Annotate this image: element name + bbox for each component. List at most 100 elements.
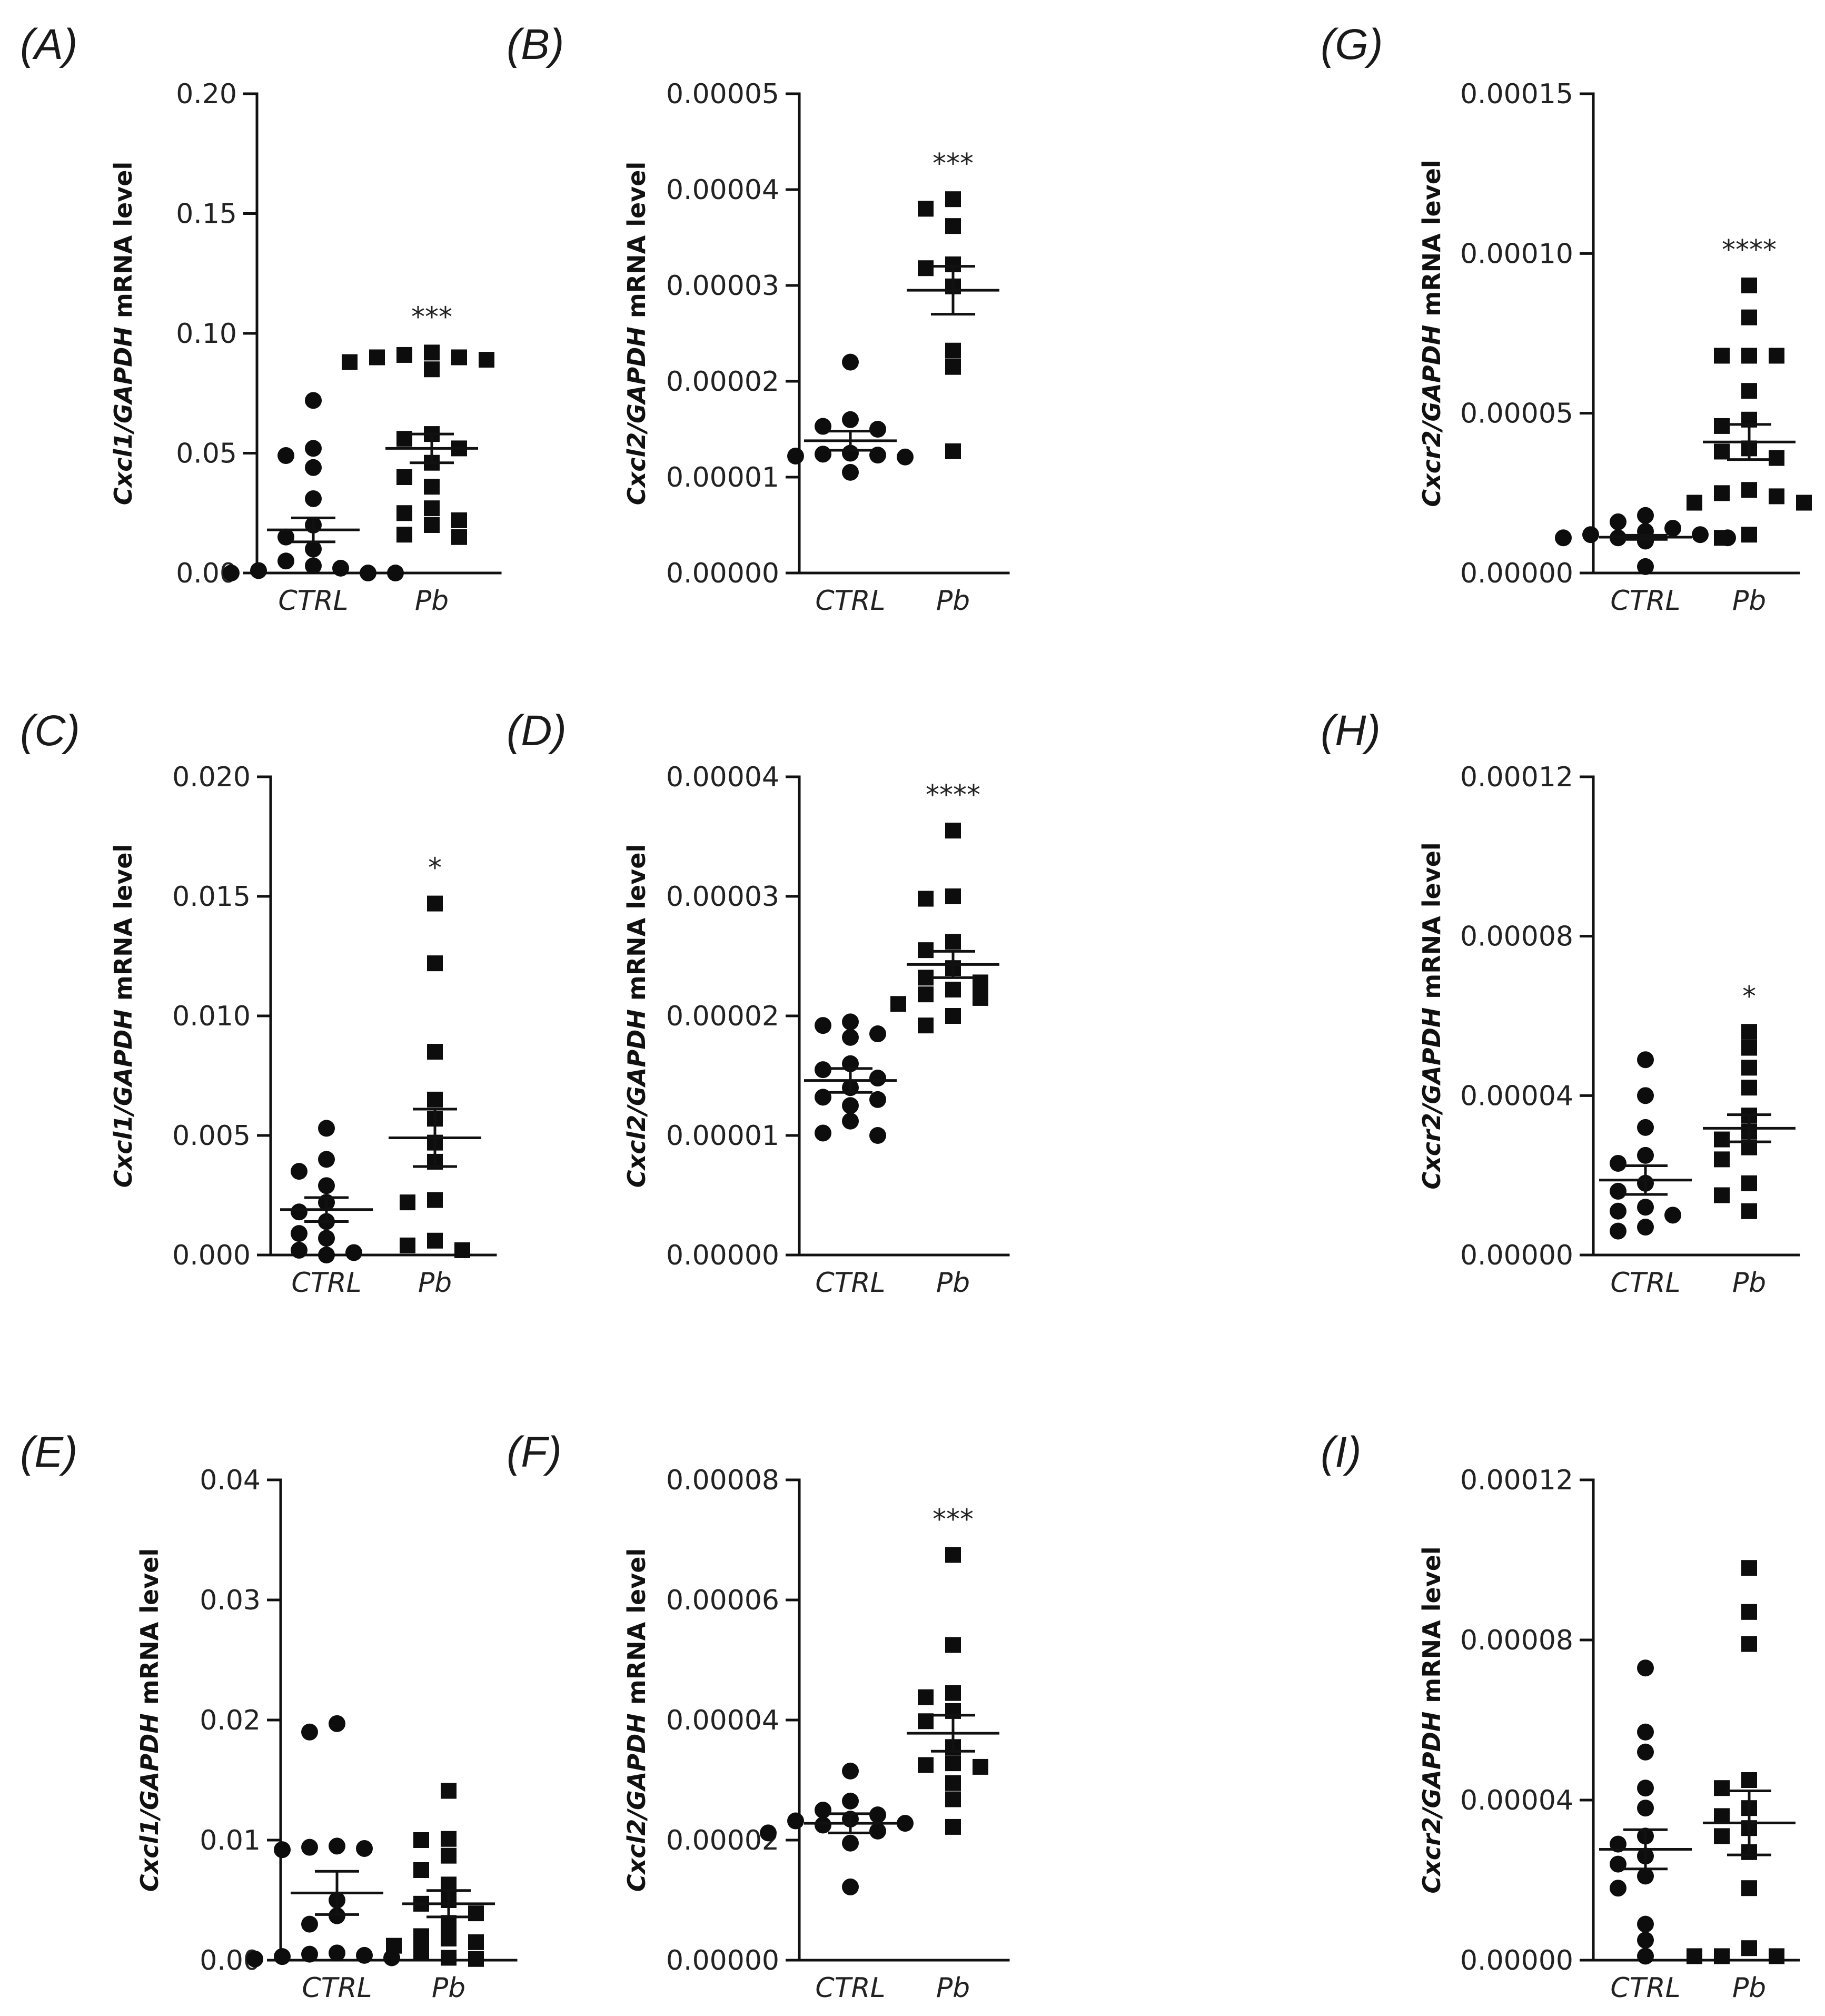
data-point-pb bbox=[918, 201, 934, 217]
x-category-label: CTRL bbox=[1610, 1972, 1680, 2004]
y-axis-label-gene: Cxcl1/GAPDH bbox=[109, 1009, 137, 1188]
data-point-pb bbox=[413, 1944, 429, 1960]
data-point-ctrl bbox=[356, 1946, 373, 1964]
data-point-ctrl bbox=[869, 447, 886, 464]
data-point-pb bbox=[413, 1832, 429, 1848]
y-axis-label: Cxcl2/GAPDH mRNA level bbox=[622, 1548, 651, 1892]
data-point-pb bbox=[890, 996, 906, 1012]
y-tick-label: 0.02 bbox=[200, 1705, 261, 1736]
data-point-pb bbox=[1741, 1175, 1757, 1191]
data-point-pb bbox=[1714, 530, 1730, 546]
data-point-ctrl bbox=[329, 1715, 345, 1732]
y-tick-label: 0.00000 bbox=[666, 1945, 779, 1977]
data-point-pb bbox=[400, 1237, 415, 1253]
x-category-label: Pb bbox=[415, 585, 449, 617]
data-point-pb bbox=[427, 1192, 443, 1208]
x-category-label: CTRL bbox=[815, 1267, 885, 1299]
data-point-pb bbox=[945, 888, 961, 904]
data-point-pb bbox=[1714, 418, 1730, 434]
y-tick-label: 0.00008 bbox=[666, 1465, 779, 1496]
data-point-ctrl bbox=[1610, 1222, 1626, 1240]
x-category-label: Pb bbox=[418, 1267, 452, 1299]
x-category-label: CTRL bbox=[815, 585, 885, 617]
data-point-ctrl bbox=[842, 1834, 859, 1852]
data-point-ctrl bbox=[1610, 1880, 1626, 1897]
panel-letter: (G) bbox=[1321, 21, 1383, 68]
y-axis-label-rest: mRNA level bbox=[109, 844, 137, 1009]
data-point-ctrl bbox=[897, 448, 914, 466]
data-point-ctrl bbox=[291, 1241, 308, 1259]
data-point-ctrl bbox=[329, 1837, 345, 1855]
data-point-ctrl bbox=[1637, 1199, 1654, 1216]
y-tick-label: 0.00001 bbox=[666, 1120, 779, 1152]
x-category-label: CTRL bbox=[1610, 1267, 1680, 1299]
data-point-pb bbox=[1741, 278, 1757, 293]
data-point-pb bbox=[1741, 348, 1757, 364]
data-point-pb bbox=[945, 1685, 961, 1701]
y-tick-label: 0.00012 bbox=[1460, 762, 1573, 793]
data-point-pb bbox=[1769, 488, 1784, 505]
data-point-pb bbox=[468, 1934, 484, 1950]
y-tick-label: 0.03 bbox=[200, 1585, 261, 1616]
y-tick-label: 0.010 bbox=[172, 1001, 251, 1032]
data-point-pb bbox=[1741, 1604, 1757, 1620]
y-tick-label: 0.00004 bbox=[666, 1705, 779, 1736]
y-axis-label-rest: mRNA level bbox=[1417, 160, 1446, 324]
data-point-ctrl bbox=[815, 1089, 831, 1106]
y-axis-label: Cxcr2/GAPDH mRNA level bbox=[1417, 842, 1446, 1189]
data-point-ctrl bbox=[277, 528, 294, 546]
y-axis-label-gene: Cxcr2/GAPDH bbox=[1417, 325, 1446, 507]
data-point-pb bbox=[1741, 1040, 1757, 1056]
data-point-pb bbox=[427, 1091, 443, 1108]
data-point-ctrl bbox=[815, 1124, 831, 1142]
data-point-pb bbox=[441, 1950, 457, 1966]
panel-letter: (F) bbox=[507, 1428, 562, 1476]
x-category-label: CTRL bbox=[815, 1972, 885, 2004]
data-point-ctrl bbox=[305, 440, 322, 457]
data-point-ctrl bbox=[1637, 1800, 1654, 1817]
y-tick-label: 0.04 bbox=[200, 1465, 261, 1496]
data-point-pb bbox=[386, 1938, 402, 1954]
y-axis-label: Cxcl2/GAPDH mRNA level bbox=[622, 162, 651, 505]
significance-marker: * bbox=[1742, 981, 1756, 1012]
data-point-pb bbox=[945, 218, 961, 234]
data-point-ctrl bbox=[305, 459, 322, 476]
data-point-pb bbox=[945, 342, 961, 359]
data-point-ctrl bbox=[301, 1945, 318, 1963]
data-point-ctrl bbox=[305, 557, 322, 575]
data-point-pb bbox=[468, 1905, 484, 1922]
data-point-ctrl bbox=[387, 565, 404, 581]
data-point-pb bbox=[1741, 1024, 1757, 1040]
y-axis-label-gene: Cxcl2/GAPDH bbox=[622, 327, 651, 505]
data-point-pb bbox=[479, 352, 494, 368]
data-point-ctrl bbox=[1637, 1659, 1654, 1677]
data-point-pb bbox=[424, 479, 440, 495]
data-point-pb bbox=[424, 344, 440, 361]
data-point-pb bbox=[945, 191, 961, 207]
panel-b: (B) 0.00000 0.00001 0.00002 0.00003 0.00004 0.… bbox=[507, 21, 1010, 617]
data-point-ctrl bbox=[291, 1203, 308, 1221]
data-point-pb bbox=[1741, 1080, 1757, 1096]
y-axis-label-gene: Cxcr2/GAPDH bbox=[1417, 1007, 1446, 1190]
data-point-pb bbox=[1769, 348, 1784, 364]
data-point-pb bbox=[1741, 383, 1757, 399]
y-tick-label: 0.00002 bbox=[666, 1001, 779, 1032]
data-point-ctrl bbox=[869, 1025, 886, 1043]
data-point-pb bbox=[973, 990, 988, 1006]
significance-marker: *** bbox=[933, 1504, 974, 1536]
y-tick-label: 0.00000 bbox=[1460, 1945, 1573, 1977]
data-point-pb bbox=[918, 260, 934, 276]
data-point-ctrl bbox=[1610, 1182, 1626, 1200]
data-point-ctrl bbox=[815, 1802, 831, 1819]
y-tick-label: 0.01 bbox=[200, 1825, 261, 1856]
panel-d: (D) 0.00000 0.00001 0.00002 0.00003 0.00004 Cx… bbox=[507, 707, 1010, 1299]
y-axis-label-rest: mRNA level bbox=[1417, 1546, 1446, 1711]
y-axis-label: Cxcl1/GAPDH mRNA level bbox=[135, 1548, 164, 1892]
x-category-label: Pb bbox=[1732, 1267, 1766, 1299]
y-tick-label: 0.00000 bbox=[1460, 1240, 1573, 1271]
data-point-pb bbox=[1741, 1772, 1757, 1788]
data-point-pb bbox=[427, 1044, 443, 1060]
data-point-ctrl bbox=[1582, 526, 1599, 543]
